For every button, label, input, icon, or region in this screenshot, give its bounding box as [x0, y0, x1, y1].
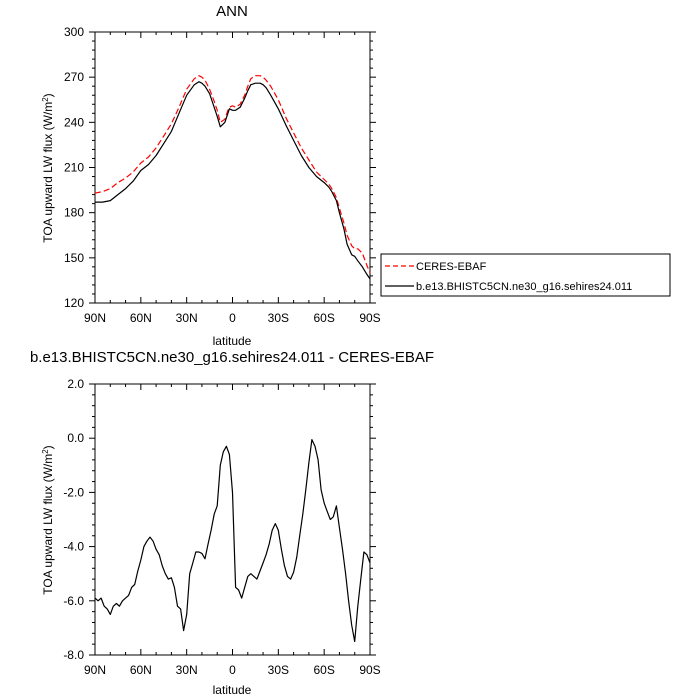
top-ytick-label: 120 [64, 296, 84, 310]
bottom-ytick-label: 2.0 [67, 377, 84, 391]
bottom-plot-frame [94, 383, 371, 656]
top-plot-ticks: 90N 60N 30N 0 30S 60S 90S 120 150 180 210 240 270 300 [64, 25, 381, 325]
top-xtick-label: 30S [268, 311, 289, 325]
bottom-xtick-label: 30N [176, 663, 198, 677]
top-ytick-label: 150 [64, 251, 84, 265]
legend-box [380, 253, 671, 297]
bottom-ytick-label: -8.0 [63, 648, 84, 662]
top-series-line-1 [95, 81, 371, 280]
top-ytick-label: 270 [64, 70, 84, 84]
legend-label-ceres: CERES-EBAF [416, 261, 487, 273]
bottom-ytick-label: -4.0 [63, 540, 84, 554]
legend-label-model: b.e13.BHISTC5CN.ne30_g16.sehires24.011 [416, 281, 632, 293]
top-ytick-label: 210 [64, 161, 84, 175]
top-ytick-label: 180 [64, 206, 84, 220]
top-plot-legend: CERES-EBAF b.e13.BHISTC5CN.ne30_g16.sehi… [380, 253, 671, 297]
top-ytick-label: 240 [64, 115, 84, 129]
top-xtick-label: 60N [130, 311, 152, 325]
top-plot-xlabel: latitude [213, 334, 252, 348]
bottom-series-line-0 [94, 439, 371, 643]
top-xtick-label: 90N [84, 311, 106, 325]
bottom-xtick-label: 0 [229, 663, 236, 677]
bottom-xtick-label: 30S [268, 663, 289, 677]
bottom-plot-series [94, 439, 371, 643]
bottom-xtick-label: 90S [359, 663, 380, 677]
top-xtick-label: 60S [313, 311, 334, 325]
top-plot-series [94, 75, 371, 280]
bottom-plot-ticks: 90N 60N 30N 0 30S 60S 90S -8.0 -6.0 -4.0 -2.0 0.0 2.… [63, 377, 380, 677]
top-plot-ylabel: TOA upward LW flux (W/m2) [41, 93, 56, 242]
bottom-plot-ylabel: TOA upward LW flux (W/m2) [41, 445, 56, 594]
bottom-plot-xlabel: latitude [213, 683, 252, 697]
bottom-plot-title: b.e13.BHISTC5CN.ne30_g16.sehires24.011 -… [30, 349, 434, 366]
bottom-plot: b.e13.BHISTC5CN.ne30_g16.sehires24.011 -… [30, 349, 434, 697]
top-xtick-label: 90S [359, 311, 380, 325]
top-plot: ANN 90N 60N 30N 0 30S 60S 90S 120 150 180 210 240 27… [41, 3, 671, 348]
bottom-ytick-label: -6.0 [63, 594, 84, 608]
top-xtick-label: 0 [229, 311, 236, 325]
bottom-ytick-label: 0.0 [67, 431, 84, 445]
top-xtick-label: 30N [176, 311, 198, 325]
bottom-xtick-label: 60S [313, 663, 334, 677]
bottom-xtick-label: 90N [84, 663, 106, 677]
bottom-ytick-label: -2.0 [63, 485, 84, 499]
bottom-xtick-label: 60N [130, 663, 152, 677]
top-plot-title: ANN [216, 3, 248, 20]
top-series-line-0 [94, 75, 371, 274]
top-ytick-label: 300 [64, 25, 84, 39]
